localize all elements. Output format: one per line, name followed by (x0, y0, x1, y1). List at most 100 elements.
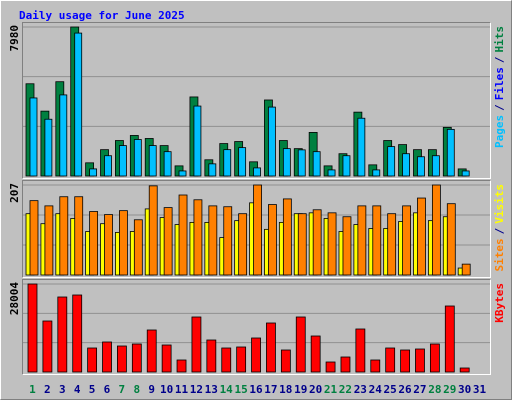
bar (89, 168, 98, 177)
bar (223, 206, 233, 276)
bar (417, 156, 425, 177)
x-tick-label: 10 (160, 383, 173, 396)
x-tick-label: 22 (339, 383, 352, 396)
bar (29, 200, 39, 276)
bar (89, 211, 99, 276)
bar (44, 118, 53, 177)
bar (146, 329, 157, 373)
x-tick-label: 28 (428, 383, 441, 396)
bar (417, 197, 426, 276)
x-tick-label: 23 (354, 383, 367, 396)
bar (191, 316, 202, 373)
bar (282, 198, 292, 276)
bar (446, 203, 456, 276)
bar (444, 305, 455, 373)
y-tick-label: 28004 (8, 282, 21, 315)
x-tick-label: 4 (74, 383, 81, 396)
bar (148, 145, 157, 177)
x-tick-label: 7 (119, 383, 126, 396)
legend-separator: / (493, 104, 506, 111)
x-tick-label: 6 (104, 383, 111, 396)
y-tick-label: 7980 (8, 25, 21, 52)
x-tick-label: 30 (458, 383, 471, 396)
bar (176, 359, 187, 373)
bar (133, 139, 142, 177)
bar (253, 167, 261, 177)
bar (104, 155, 112, 177)
bar (387, 146, 396, 177)
x-tick-label: 20 (309, 383, 322, 396)
x-tick-label: 19 (294, 383, 307, 396)
bar (295, 316, 306, 373)
bar (251, 337, 261, 373)
x-tick-label: 14 (220, 383, 234, 396)
bar (238, 147, 247, 177)
bar (268, 204, 277, 276)
x-tick-label: 31 (473, 383, 487, 396)
bar (402, 205, 411, 276)
bar (161, 344, 172, 373)
x-tick-label: 13 (205, 383, 218, 396)
legend-entry: Hits (493, 26, 506, 53)
x-tick-label: 3 (59, 383, 66, 396)
bar (372, 205, 382, 276)
bar (282, 148, 291, 177)
bar (310, 335, 321, 373)
bar (206, 339, 217, 373)
legend-entry: KBytes (493, 283, 506, 323)
bar (102, 341, 112, 373)
bar (131, 343, 142, 373)
panel-bevel (22, 22, 491, 179)
x-tick-label: 26 (398, 383, 412, 396)
x-tick-label: 5 (89, 383, 96, 396)
bar (42, 320, 53, 373)
x-tick-label: 29 (443, 383, 456, 396)
bar (446, 128, 455, 177)
bar (461, 170, 470, 177)
bar (385, 347, 396, 373)
bar (266, 322, 276, 373)
bar (355, 328, 366, 373)
legend: Pages / Files / Hits (493, 26, 506, 148)
legend-entry: Pages (493, 115, 506, 148)
bar (208, 163, 217, 177)
bar (221, 347, 232, 373)
x-tick-label: 9 (148, 383, 155, 396)
bar (400, 349, 410, 373)
x-tick-label: 16 (249, 383, 263, 396)
bar (280, 349, 291, 373)
bar (59, 94, 68, 177)
bar (208, 205, 218, 276)
bar (119, 145, 127, 177)
x-tick-label: 24 (369, 383, 383, 396)
bar (236, 346, 247, 373)
legend-entry: Files (493, 67, 506, 100)
x-tick-label: 8 (133, 383, 140, 396)
bar (104, 214, 113, 276)
x-tick-label: 12 (190, 383, 203, 396)
bar (238, 213, 248, 276)
bar (327, 212, 337, 276)
x-tick-label: 15 (234, 383, 247, 396)
legend-entry: Sites (493, 238, 506, 271)
bar (59, 196, 69, 276)
legend-entry: Visits (493, 184, 506, 224)
bar (357, 205, 367, 276)
bar (297, 149, 306, 177)
bar (27, 283, 38, 373)
bar (297, 213, 307, 276)
bar (119, 210, 128, 276)
bar (193, 199, 203, 276)
bar (193, 105, 202, 177)
bar (340, 356, 351, 373)
x-tick-label: 18 (279, 383, 292, 396)
bar (429, 343, 440, 373)
bar (370, 359, 381, 373)
x-tick-label: 1 (29, 383, 36, 396)
bar (74, 32, 83, 177)
bar (431, 155, 440, 177)
bar (312, 209, 322, 276)
